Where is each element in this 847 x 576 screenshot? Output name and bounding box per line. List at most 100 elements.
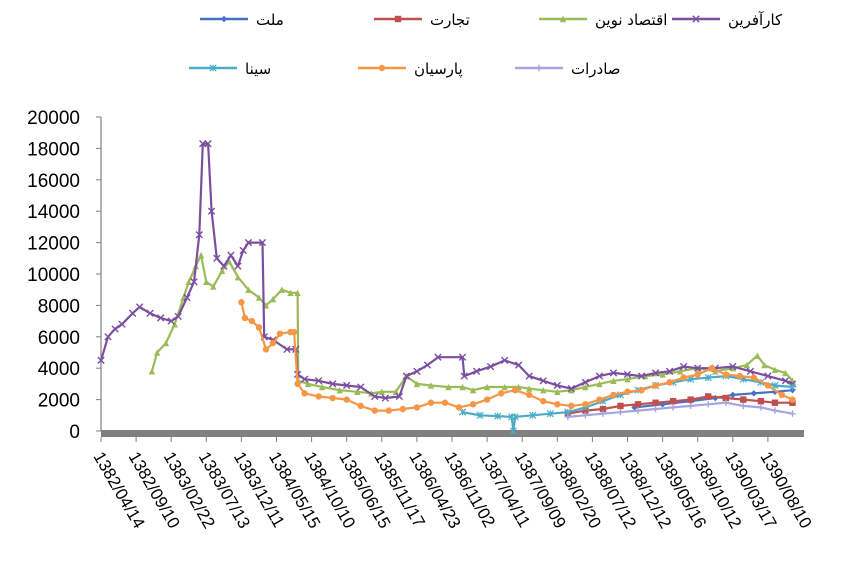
data-point [378, 64, 386, 72]
data-point [190, 278, 198, 286]
data-point [757, 397, 765, 405]
legend-label: سینا [245, 60, 271, 78]
data-point [459, 383, 466, 391]
y-tick-label: 14000 [27, 202, 80, 223]
data-point [343, 381, 351, 390]
data-point [789, 396, 796, 403]
data-point [328, 380, 337, 388]
data-point [535, 64, 543, 72]
data-point [185, 278, 192, 286]
data-point [610, 391, 617, 399]
data-point [458, 353, 467, 361]
data-point [514, 361, 523, 369]
series-6 [564, 399, 796, 421]
data-point [402, 372, 411, 380]
data-point [494, 412, 502, 420]
data-point [207, 207, 216, 215]
data-point [135, 303, 144, 311]
data-point [764, 372, 772, 380]
data-point [610, 377, 617, 384]
data-point [128, 309, 137, 317]
data-point [746, 367, 755, 376]
legend-item: کارآفرین [672, 11, 783, 29]
data-point [501, 383, 508, 391]
data-point [413, 404, 421, 411]
data-point [445, 383, 452, 391]
data-point [509, 427, 518, 435]
data-point [294, 380, 301, 388]
data-point [171, 321, 178, 328]
data-point [750, 390, 758, 397]
data-point [239, 246, 247, 255]
data-point [567, 384, 576, 393]
data-point [104, 333, 112, 341]
data-point [248, 317, 256, 325]
data-point [262, 346, 270, 353]
data-point [413, 380, 421, 388]
data-point [729, 362, 737, 371]
data-point [255, 294, 263, 301]
data-point [156, 314, 165, 322]
data-point [195, 231, 203, 239]
legend-label: تجارت [430, 11, 470, 29]
data-point [729, 365, 736, 372]
data-point [434, 353, 442, 361]
data-point [245, 286, 252, 293]
data-point [371, 392, 379, 401]
data-point [761, 361, 768, 369]
data-point [680, 374, 687, 381]
data-point [599, 410, 607, 417]
data-point [669, 404, 677, 411]
data-point [258, 238, 267, 247]
data-point [564, 413, 572, 421]
data-point [241, 314, 249, 322]
series-3 [97, 139, 797, 402]
data-point [336, 386, 343, 394]
data-point [500, 356, 509, 365]
y-tick-label: 12000 [27, 234, 80, 255]
legend-label: پارسیان [414, 60, 463, 79]
data-point [220, 15, 228, 23]
data-point [554, 401, 561, 408]
data-point [118, 320, 126, 328]
data-point [595, 372, 604, 380]
data-point [97, 356, 105, 365]
data-point [652, 382, 659, 389]
data-point [213, 254, 221, 262]
data-point [771, 399, 779, 406]
data-point [540, 386, 547, 394]
data-point [624, 375, 631, 383]
data-point [638, 386, 645, 394]
data-point [225, 258, 233, 265]
data-point [581, 378, 590, 387]
data-point [750, 374, 758, 381]
data-point [427, 399, 435, 406]
data-point [617, 408, 624, 416]
data-point [526, 391, 533, 399]
data-point [559, 15, 567, 23]
data-point [174, 312, 182, 321]
data-point [651, 369, 660, 377]
y-tick-label: 8000 [38, 296, 80, 317]
y-tick-label: 4000 [38, 359, 80, 380]
legend-item: پارسیان [358, 60, 463, 79]
data-point [609, 369, 618, 377]
data-point [497, 390, 505, 397]
data-point [687, 396, 694, 403]
data-point [679, 362, 688, 371]
data-point [617, 402, 624, 410]
data-point [204, 139, 212, 148]
x-axis-band [101, 430, 804, 437]
data-point [381, 394, 390, 402]
data-point [269, 339, 277, 347]
legend-item: اقتصاد نوین [539, 11, 667, 29]
data-point [705, 393, 712, 400]
data-point [669, 397, 677, 405]
data-point [343, 396, 350, 403]
data-point [599, 405, 607, 413]
data-point [227, 251, 235, 259]
y-tick-label: 2000 [38, 391, 80, 412]
data-point [764, 382, 772, 389]
data-point [483, 383, 491, 391]
data-point [729, 391, 736, 399]
